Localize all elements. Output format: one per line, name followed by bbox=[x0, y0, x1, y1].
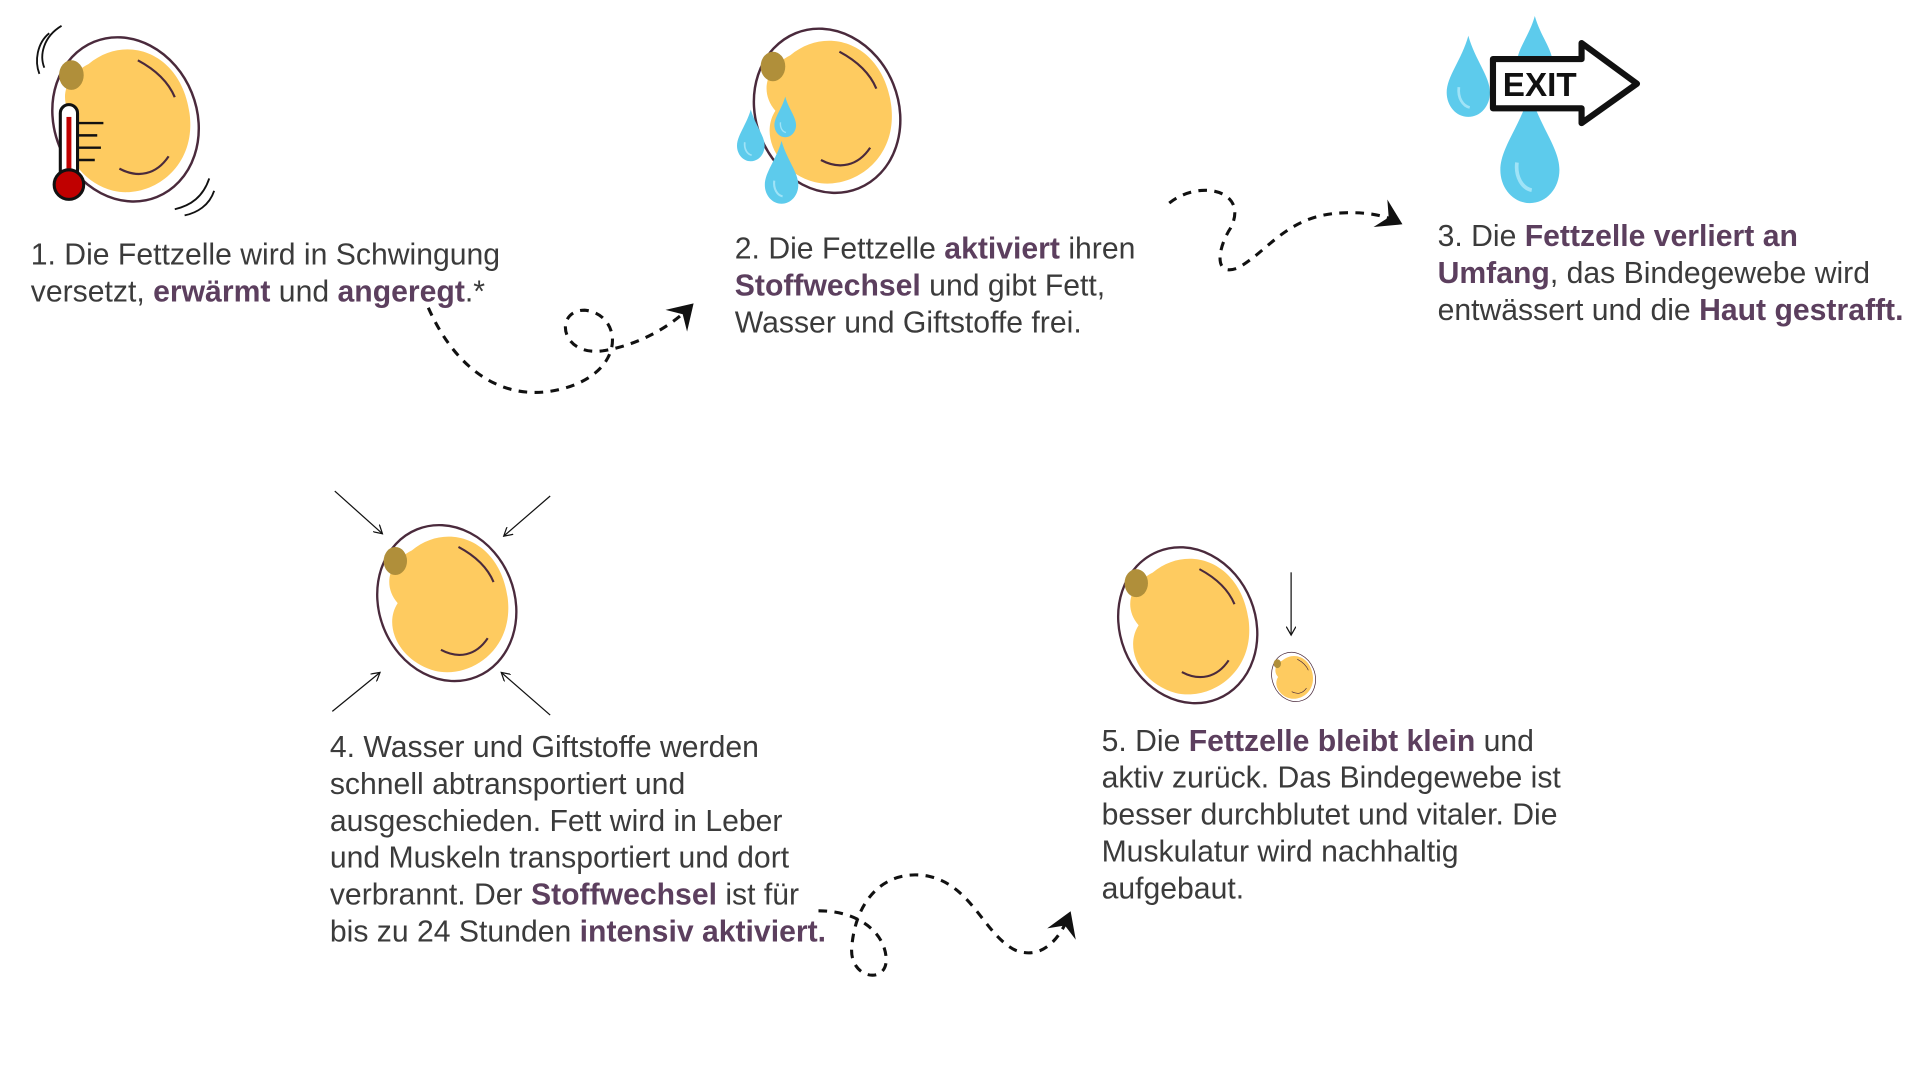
step-text-segment: 2. Die Fettzelle bbox=[734, 232, 945, 266]
dashed-curved-arrow-icon bbox=[1168, 188, 1403, 272]
step-text-segment: 1. Die Fettzelle wird in Schwingung vers… bbox=[30, 238, 501, 309]
step-3-text: 3. Die Fettzelle verliert an Umfang, das… bbox=[1438, 219, 1906, 330]
shrinking-fat-cell-icon bbox=[1093, 524, 1324, 726]
highlighted-text: Fettzelle bleibt klein bbox=[1188, 724, 1476, 759]
step-text-segment: und aktiv zurück. Das Bindegewebe ist be… bbox=[1101, 724, 1561, 906]
step-text-segment: 5. Die bbox=[1101, 724, 1189, 759]
step-text-segment: 4. Wasser und Giftstoffe werden schnell … bbox=[329, 731, 790, 913]
highlighted-text: Fettzelle verliert an Umfang bbox=[1437, 220, 1798, 291]
step-text-segment: ist für bis zu 24 Stunden bbox=[329, 878, 800, 949]
step-text-segment: und bbox=[270, 275, 338, 309]
step-text-segment: , das Bindegewebe wird entwässert und di… bbox=[1437, 257, 1871, 328]
highlighted-text: Stoffwechsel bbox=[734, 269, 921, 303]
step-5-text: 5. Die Fettzelle bleibt klein und aktiv … bbox=[1102, 724, 1588, 909]
compressed-fat-cell-icon bbox=[331, 490, 551, 716]
exit-sign-text: EXIT bbox=[1503, 67, 1577, 104]
step-text-segment: ihren bbox=[1059, 232, 1136, 266]
highlighted-text: intensiv aktiviert. bbox=[579, 915, 827, 949]
dashed-curved-arrow-icon bbox=[426, 303, 694, 394]
highlighted-text: angeregt bbox=[337, 275, 465, 309]
highlighted-text: Haut gestrafft. bbox=[1699, 294, 1904, 328]
water-drops-exit-arrow-icon: EXIT bbox=[1445, 14, 1641, 205]
highlighted-text: aktiviert bbox=[944, 232, 1060, 266]
step-1-text: 1. Die Fettzelle wird in Schwingung vers… bbox=[31, 238, 523, 312]
step-4-text: 4. Wasser und Giftstoffe werden schnell … bbox=[330, 730, 835, 952]
highlighted-text: Stoffwechsel bbox=[530, 878, 717, 913]
highlighted-text: erwärmt bbox=[153, 275, 271, 309]
vibrating-fat-cell-with-thermometer-icon bbox=[26, 13, 225, 225]
step-text-segment: und gibt Fett, Wasser und Giftstoffe fre… bbox=[734, 269, 1106, 340]
step-2-text: 2. Die Fettzelle aktiviert ihren Stoffwe… bbox=[735, 231, 1190, 342]
step-text-segment: .* bbox=[464, 275, 485, 309]
step-text-segment: 3. Die bbox=[1437, 220, 1525, 254]
dashed-curved-arrow-icon bbox=[818, 873, 1076, 977]
